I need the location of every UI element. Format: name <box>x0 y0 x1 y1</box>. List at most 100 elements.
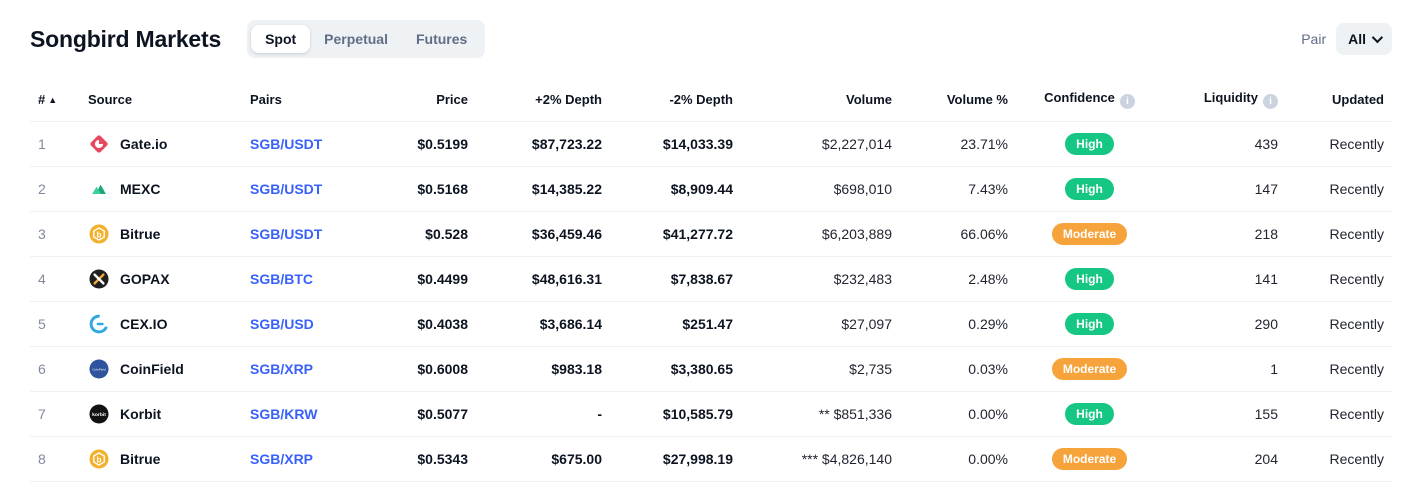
pair-link[interactable]: SGB/XRP <box>250 451 314 467</box>
volume-pct-cell: 0.03% <box>900 346 1016 392</box>
info-icon[interactable]: i <box>1263 94 1278 109</box>
volume-pct-cell: 0.29% <box>900 301 1016 347</box>
volume-cell: $2,227,014 <box>741 121 900 167</box>
column-header-depth-plus[interactable]: +2% Depth <box>476 80 610 122</box>
confidence-badge: Moderate <box>1051 448 1128 470</box>
table-row[interactable]: 5 CEX.IO SGB/USD $0.4038 $3,686.14 $251.… <box>30 301 1392 347</box>
column-header-source[interactable]: Source <box>80 80 242 122</box>
liquidity-cell: 147 <box>1163 166 1286 212</box>
depth-plus-cell: $983.18 <box>476 346 610 392</box>
tab-perpetual[interactable]: Perpetual <box>310 25 402 53</box>
depth-minus-cell: $41,277.72 <box>610 211 741 257</box>
confidence-cell: Moderate <box>1016 346 1163 392</box>
price-cell: $0.4038 <box>374 301 476 347</box>
price-cell: $0.5343 <box>374 436 476 482</box>
column-header-updated[interactable]: Updated <box>1286 80 1392 122</box>
volume-pct-cell: 7.43% <box>900 166 1016 212</box>
exchange-link[interactable]: MEXC <box>120 181 161 197</box>
confidence-cell: High <box>1016 166 1163 212</box>
rank-cell: 8 <box>30 436 80 482</box>
korbit-logo-icon: korbit <box>88 403 110 425</box>
pair-cell: SGB/BTC <box>242 256 374 302</box>
table-row[interactable]: 4 GOPAX SGB/BTC $0.4499 $48,616.31 $7,83… <box>30 256 1392 302</box>
table-row[interactable]: 8 b Bitrue SGB/XRP $0.5343 $675.00 $27,9… <box>30 436 1392 482</box>
page-title: Songbird Markets <box>30 25 222 52</box>
pair-cell: SGB/USDT <box>242 211 374 257</box>
table-row[interactable]: 6 CoinField CoinField SGB/XRP $0.6008 $9… <box>30 346 1392 392</box>
pair-link[interactable]: SGB/KRW <box>250 406 318 422</box>
rank-cell: 4 <box>30 256 80 302</box>
exchange-link[interactable]: Bitrue <box>120 451 161 467</box>
depth-minus-cell: $7,838.67 <box>610 256 741 302</box>
updated-cell: Recently <box>1286 211 1392 257</box>
exchange-link[interactable]: Gate.io <box>120 136 168 152</box>
depth-plus-cell: $87,723.22 <box>476 121 610 167</box>
column-header-liquidity[interactable]: Liquidity i <box>1163 80 1286 122</box>
table-row[interactable]: 7 korbit Korbit SGB/KRW $0.5077 - $10,58… <box>30 391 1392 437</box>
liquidity-cell: 1 <box>1163 346 1286 392</box>
confidence-badge: High <box>1065 268 1114 290</box>
exchange-link[interactable]: Bitrue <box>120 226 161 242</box>
svg-text:b: b <box>96 455 101 464</box>
tab-futures[interactable]: Futures <box>402 25 481 53</box>
pair-link[interactable]: SGB/XRP <box>250 361 314 377</box>
confidence-cell: High <box>1016 121 1163 167</box>
column-header-volume[interactable]: Volume <box>741 80 900 122</box>
markets-topbar: Songbird Markets Spot Perpetual Futures … <box>30 8 1392 70</box>
confidence-badge: High <box>1065 313 1114 335</box>
tab-spot[interactable]: Spot <box>251 25 311 53</box>
markets-page: Songbird Markets Spot Perpetual Futures … <box>0 8 1422 482</box>
depth-minus-cell: $14,033.39 <box>610 121 741 167</box>
table-row[interactable]: 2 MEXC SGB/USDT $0.5168 $14,385.22 $8,90… <box>30 166 1392 212</box>
gopax-logo-icon <box>88 268 110 290</box>
pair-cell: SGB/XRP <box>242 346 374 392</box>
confidence-cell: High <box>1016 256 1163 302</box>
pair-filter-label: Pair <box>1301 31 1327 47</box>
exchange-link[interactable]: GOPAX <box>120 271 170 287</box>
depth-minus-cell: $3,380.65 <box>610 346 741 392</box>
source-cell: korbit Korbit <box>80 391 242 437</box>
column-header-confidence[interactable]: Confidence i <box>1016 80 1163 122</box>
rank-cell: 7 <box>30 391 80 437</box>
volume-cell: *** $4,826,140 <box>741 436 900 482</box>
depth-minus-cell: $8,909.44 <box>610 166 741 212</box>
updated-cell: Recently <box>1286 121 1392 167</box>
depth-plus-cell: $14,385.22 <box>476 166 610 212</box>
depth-minus-cell: $27,998.19 <box>610 436 741 482</box>
coinfield-logo-icon: CoinField <box>88 358 110 380</box>
pair-filter-dropdown[interactable]: All <box>1336 23 1392 55</box>
column-header-price[interactable]: Price <box>374 80 476 122</box>
confidence-badge: Moderate <box>1051 358 1128 380</box>
market-table-body: 1 Gate.io SGB/USDT $0.5199 $87,723.22 $1… <box>30 121 1392 482</box>
depth-plus-cell: $36,459.46 <box>476 211 610 257</box>
pair-link[interactable]: SGB/USDT <box>250 136 323 152</box>
column-header-pairs[interactable]: Pairs <box>242 80 374 122</box>
depth-minus-cell: $10,585.79 <box>610 391 741 437</box>
info-icon[interactable]: i <box>1119 94 1135 109</box>
pair-link[interactable]: SGB/BTC <box>250 271 313 287</box>
svg-text:b: b <box>96 230 101 239</box>
liquidity-cell: 155 <box>1163 391 1286 437</box>
price-cell: $0.5077 <box>374 391 476 437</box>
exchange-link[interactable]: CoinField <box>120 361 184 377</box>
column-header-volume-pct[interactable]: Volume % <box>900 80 1016 122</box>
depth-plus-cell: $675.00 <box>476 436 610 482</box>
table-row[interactable]: 3 b Bitrue SGB/USDT $0.528 $36,459.46 $4… <box>30 211 1392 257</box>
volume-pct-cell: 2.48% <box>900 256 1016 302</box>
svg-text:korbit: korbit <box>92 412 106 418</box>
pair-link[interactable]: SGB/USDT <box>250 226 323 242</box>
liquidity-cell: 218 <box>1163 211 1286 257</box>
volume-pct-cell: 0.00% <box>900 436 1016 482</box>
column-header-depth-minus[interactable]: -2% Depth <box>610 80 741 122</box>
updated-cell: Recently <box>1286 436 1392 482</box>
market-type-tabs: Spot Perpetual Futures <box>247 20 486 58</box>
confidence-cell: Moderate <box>1016 436 1163 482</box>
pair-link[interactable]: SGB/USDT <box>250 181 323 197</box>
column-header-rank[interactable]: # ▲ <box>30 80 80 122</box>
source-cell: GOPAX <box>80 256 242 302</box>
volume-pct-cell: 23.71% <box>900 121 1016 167</box>
table-row[interactable]: 1 Gate.io SGB/USDT $0.5199 $87,723.22 $1… <box>30 121 1392 167</box>
exchange-link[interactable]: Korbit <box>120 406 162 422</box>
exchange-link[interactable]: CEX.IO <box>120 316 168 332</box>
pair-link[interactable]: SGB/USD <box>250 316 314 332</box>
